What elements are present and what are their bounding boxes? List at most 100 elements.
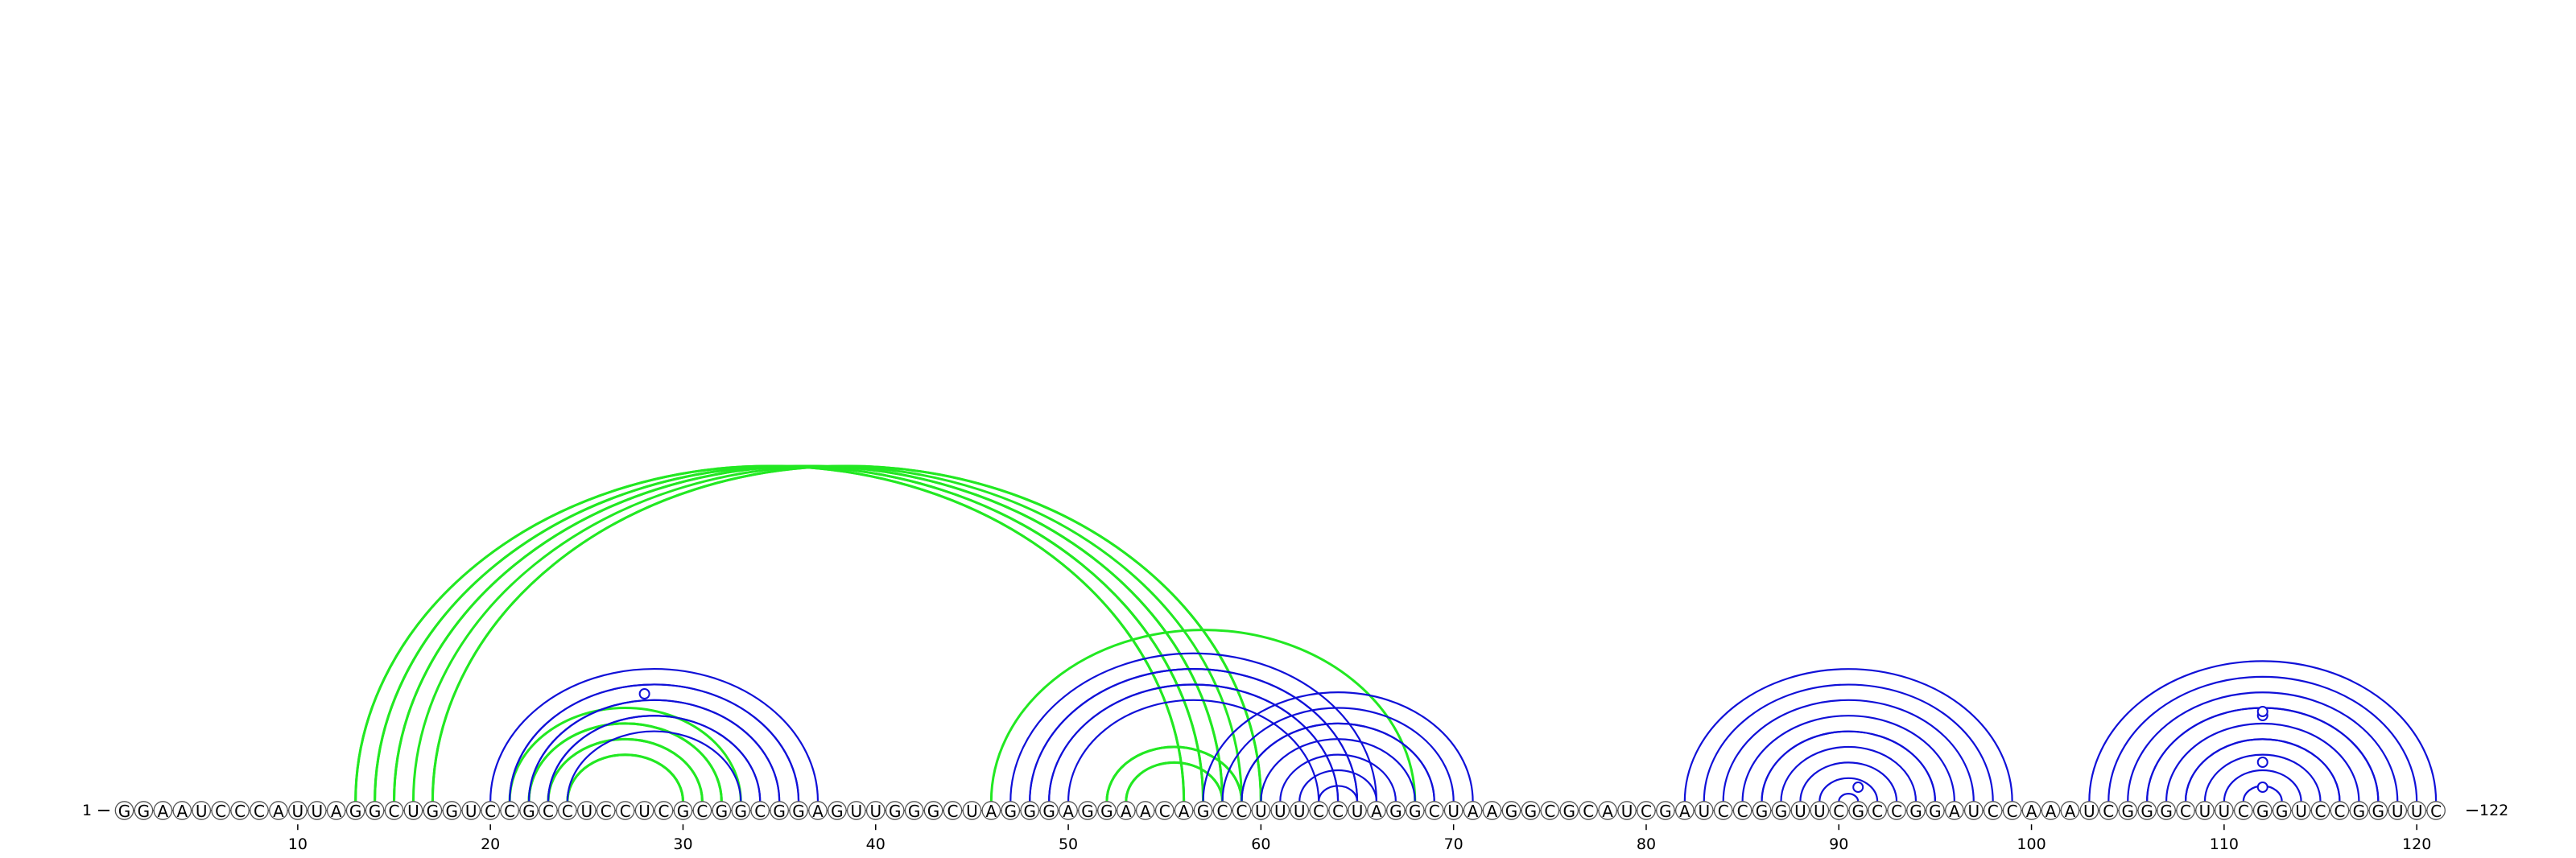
- blue-pair-arc: [1318, 785, 1359, 802]
- nucleotide-letter: U: [1967, 802, 1979, 821]
- nucleotide: C: [211, 801, 230, 821]
- nucleotide-circle: [1154, 801, 1174, 820]
- blue-pair-arc: [1683, 667, 2013, 802]
- nucleotide: U: [403, 801, 423, 821]
- nucleotide-letter: G: [1659, 802, 1672, 821]
- nucleotide-letter: C: [754, 802, 766, 821]
- nucleotide-letter: G: [1505, 802, 1518, 821]
- nucleotide-circle: [250, 801, 269, 820]
- nucleotide-circle: [1290, 801, 1310, 820]
- nucleotide: C: [750, 801, 770, 821]
- nucleotide-letter: C: [504, 802, 515, 821]
- nucleotide-circle: [1771, 801, 1791, 820]
- nucleotide-circle: [1829, 801, 1849, 820]
- nucleotide-circle: [2195, 801, 2215, 820]
- nucleotide-circle: [211, 801, 230, 820]
- blue-pair-arc: [1799, 761, 1898, 802]
- green-pair-arc: [393, 464, 1224, 802]
- nucleotide-circle: [1443, 801, 1463, 820]
- nucleotide-letter: G: [2372, 802, 2385, 821]
- nucleotide-circle: [134, 801, 154, 820]
- nucleotide: A: [153, 801, 173, 821]
- blue-pair-arc: [1741, 715, 1955, 802]
- nucleotide-circle: [326, 801, 346, 820]
- nucleotide-letter: U: [1794, 802, 1806, 821]
- nucleotide-letter: U: [2411, 802, 2423, 821]
- tick-label: 40: [866, 835, 886, 853]
- blue-pair-arc: [1260, 738, 1416, 802]
- nucleotide: G: [828, 801, 847, 821]
- nucleotide-circle: [307, 801, 327, 820]
- nucleotide: C: [654, 801, 674, 821]
- nucleotide-letter: G: [1081, 802, 1094, 821]
- green-pair-arc: [431, 464, 1262, 802]
- nucleotide: C: [1540, 801, 1560, 821]
- nucleotide-letter: G: [889, 802, 902, 821]
- nucleotide: U: [2195, 801, 2215, 821]
- nucleotide: G: [1039, 801, 1059, 821]
- nucleotide-circle: [345, 801, 365, 820]
- nucleotide: U: [2291, 801, 2311, 821]
- nucleotide-circle: [481, 801, 501, 820]
- nucleotide-circle: [1424, 801, 1444, 820]
- nucleotide: G: [1771, 801, 1791, 821]
- green-pair-arc: [527, 722, 723, 802]
- nucleotide-circle: [288, 801, 308, 820]
- nucleotide: G: [885, 801, 905, 821]
- nucleotide-circle: [423, 801, 443, 820]
- nucleotide: U: [1790, 801, 1810, 821]
- nucleotide-letter: G: [1023, 802, 1036, 821]
- nucleotide-letter: C: [1718, 802, 1729, 821]
- green-pair-arc: [1125, 761, 1224, 802]
- nucleotide-circle: [500, 801, 519, 820]
- loop-marker: [2256, 706, 2268, 717]
- green-pair-arc: [1125, 761, 1224, 802]
- nucleotide-circle: [2426, 801, 2446, 820]
- tick-label: 100: [2017, 835, 2046, 853]
- nucleotide-circle: [1983, 801, 2003, 820]
- nucleotide: A: [1482, 801, 1502, 821]
- nucleotide: U: [1251, 801, 1271, 821]
- nucleotide-circle: [1270, 801, 1290, 820]
- nucleotide-letter: A: [331, 802, 342, 821]
- nucleotide-circle: [808, 801, 828, 820]
- nucleotide-circle: [1367, 801, 1386, 820]
- nucleotide: A: [326, 801, 346, 821]
- nucleotide-letter: C: [1429, 802, 1440, 821]
- nucleotide-letter: A: [1063, 802, 1074, 821]
- nucleotide-circle: [539, 801, 558, 820]
- backbone: 1 122: [82, 802, 2508, 819]
- blue-pair-arc: [1048, 683, 1340, 802]
- nucleotide-letter: C: [1988, 802, 1999, 821]
- nucleotide-circle: [654, 801, 674, 820]
- green-pair-arc: [354, 464, 1186, 802]
- nucleotide-circle: [770, 801, 789, 820]
- blue-pair-arc: [2165, 722, 2360, 802]
- nucleotide-circle: [192, 801, 212, 820]
- nucleotide-circle: [461, 801, 481, 820]
- nucleotide: C: [2176, 801, 2195, 821]
- nucleotide: G: [1193, 801, 1213, 821]
- nucleotide-circle: [2310, 801, 2330, 820]
- tick-label: 20: [481, 835, 500, 853]
- blue-pair-arc: [1009, 652, 1378, 802]
- nucleotide-circle: [1117, 801, 1136, 820]
- blue-pair-arc: [1722, 699, 1975, 802]
- loop-marker: [2256, 757, 2268, 768]
- nucleotide-circle: [2002, 801, 2022, 820]
- green-pair-arc: [1105, 745, 1243, 802]
- nucleotide-circle: [2137, 801, 2157, 820]
- nucleotide: C: [1424, 801, 1444, 821]
- nucleotide: G: [1386, 801, 1406, 821]
- nucleotide-letter: G: [522, 802, 535, 821]
- nucleotide-circle: [114, 801, 134, 820]
- nucleotide: G: [2137, 801, 2157, 821]
- nucleotide-letter: C: [562, 802, 573, 821]
- nucleotide: U: [865, 801, 886, 821]
- nucleotide-letter: A: [273, 802, 284, 821]
- nucleotide: G: [673, 801, 693, 821]
- tick-label: 120: [2402, 835, 2431, 853]
- nucleotide-circle: [365, 801, 385, 820]
- nucleotide: A: [172, 801, 192, 821]
- nucleotide: C: [1309, 801, 1329, 821]
